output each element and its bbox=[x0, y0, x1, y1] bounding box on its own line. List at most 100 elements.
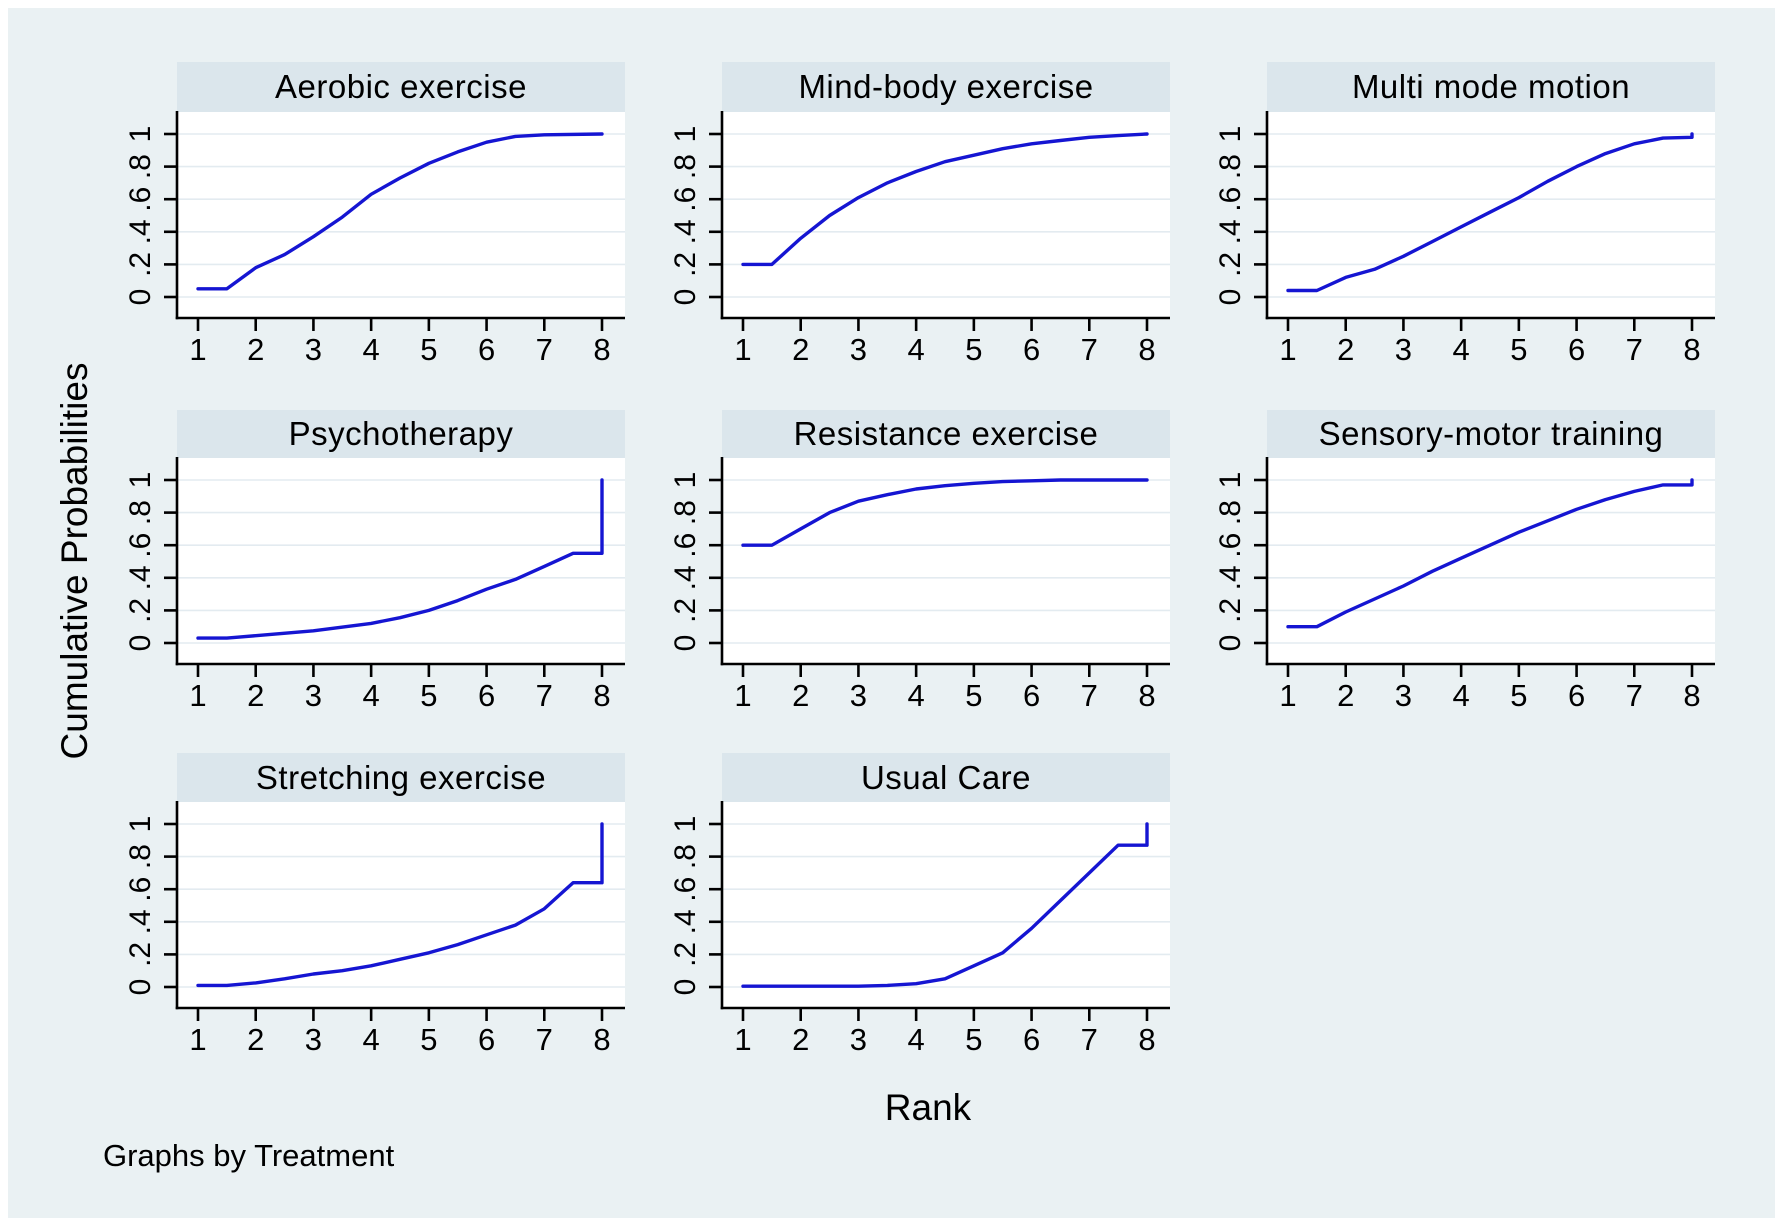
svg-text:7: 7 bbox=[1081, 332, 1098, 367]
plot-region bbox=[1267, 112, 1715, 318]
svg-text:1: 1 bbox=[124, 816, 157, 833]
svg-text:5: 5 bbox=[1510, 332, 1527, 367]
series-line-mind-body-exercise bbox=[741, 132, 1149, 267]
svg-text:1: 1 bbox=[734, 332, 751, 367]
svg-text:7: 7 bbox=[536, 678, 553, 713]
series-line-aerobic-exercise bbox=[196, 132, 604, 291]
panel-title-multi-mode-motion: Multi mode motion bbox=[1267, 62, 1715, 112]
svg-text:2: 2 bbox=[247, 678, 264, 713]
x-tick-labels: 1 2 3 4 5 6 7 8 bbox=[734, 1008, 1156, 1057]
panel-plot-psychotherapy: 0 .2 .4 .6 .8 1 1 2 3 4 5 6 7 8 bbox=[124, 457, 625, 713]
svg-text:0: 0 bbox=[669, 979, 702, 996]
svg-text:.2: .2 bbox=[124, 598, 157, 623]
svg-text:5: 5 bbox=[965, 1022, 982, 1057]
svg-text:7: 7 bbox=[1626, 332, 1643, 367]
plot-region bbox=[177, 458, 625, 664]
axes bbox=[175, 801, 625, 1010]
x-tick-labels: 1 2 3 4 5 6 7 8 bbox=[734, 664, 1156, 713]
panel-plot-mind-body-exercise: 0 .2 .4 .6 .8 1 1 2 3 4 5 6 7 8 bbox=[669, 111, 1170, 367]
svg-text:4: 4 bbox=[908, 678, 925, 713]
y-tick-labels: 0 .2 .4 .6 .8 1 bbox=[669, 126, 722, 305]
panel-title-sensory-motor-training: Sensory-motor training bbox=[1267, 410, 1715, 458]
svg-text:1: 1 bbox=[669, 126, 702, 143]
svg-text:5: 5 bbox=[420, 1022, 437, 1057]
svg-text:2: 2 bbox=[247, 1022, 264, 1057]
svg-text:.2: .2 bbox=[124, 942, 157, 967]
svg-text:1: 1 bbox=[189, 1022, 206, 1057]
svg-text:1: 1 bbox=[1279, 678, 1296, 713]
svg-text:1: 1 bbox=[189, 332, 206, 367]
svg-text:.8: .8 bbox=[124, 154, 157, 179]
svg-text:2: 2 bbox=[247, 332, 264, 367]
svg-text:3: 3 bbox=[850, 332, 867, 367]
svg-text:0: 0 bbox=[1214, 635, 1247, 652]
svg-text:.4: .4 bbox=[1214, 565, 1247, 590]
svg-text:1: 1 bbox=[124, 472, 157, 489]
svg-text:0: 0 bbox=[124, 635, 157, 652]
svg-text:.4: .4 bbox=[669, 219, 702, 244]
svg-text:7: 7 bbox=[536, 1022, 553, 1057]
svg-text:1: 1 bbox=[189, 678, 206, 713]
svg-text:4: 4 bbox=[1453, 332, 1470, 367]
svg-text:3: 3 bbox=[1395, 678, 1412, 713]
x-tick-labels: 1 2 3 4 5 6 7 8 bbox=[189, 1008, 611, 1057]
svg-text:.8: .8 bbox=[124, 844, 157, 869]
x-tick-labels: 1 2 3 4 5 6 7 8 bbox=[189, 664, 611, 713]
gridlines bbox=[722, 133, 1170, 298]
svg-text:8: 8 bbox=[1683, 332, 1700, 367]
svg-text:8: 8 bbox=[593, 1022, 610, 1057]
svg-text:0: 0 bbox=[124, 289, 157, 306]
svg-text:.8: .8 bbox=[669, 500, 702, 525]
svg-text:4: 4 bbox=[1453, 678, 1470, 713]
svg-text:8: 8 bbox=[593, 332, 610, 367]
x-tick-labels: 1 2 3 4 5 6 7 8 bbox=[1279, 664, 1701, 713]
panel-plot-stretching-exercise: 0 .2 .4 .6 .8 1 1 2 3 4 5 6 7 8 bbox=[124, 801, 625, 1057]
svg-text:3: 3 bbox=[305, 1022, 322, 1057]
svg-text:2: 2 bbox=[792, 678, 809, 713]
svg-text:2: 2 bbox=[792, 332, 809, 367]
svg-text:.6: .6 bbox=[669, 533, 702, 558]
svg-text:.2: .2 bbox=[1214, 252, 1247, 277]
svg-text:6: 6 bbox=[478, 678, 495, 713]
panel-plot-aerobic-exercise: 0 .2 .4 .6 .8 1 1 2 3 4 5 6 7 8 bbox=[124, 111, 625, 367]
svg-text:5: 5 bbox=[965, 678, 982, 713]
panel-title-mind-body-exercise: Mind-body exercise bbox=[722, 62, 1170, 112]
svg-text:3: 3 bbox=[305, 332, 322, 367]
axes bbox=[175, 111, 625, 320]
svg-text:.8: .8 bbox=[124, 500, 157, 525]
svg-text:.2: .2 bbox=[669, 942, 702, 967]
x-tick-labels: 1 2 3 4 5 6 7 8 bbox=[1279, 318, 1701, 367]
svg-text:.6: .6 bbox=[669, 877, 702, 902]
series-line-usual-care bbox=[741, 822, 1149, 988]
plot-region bbox=[722, 458, 1170, 664]
svg-text:.4: .4 bbox=[669, 565, 702, 590]
y-tick-labels: 0 .2 .4 .6 .8 1 bbox=[669, 472, 722, 652]
svg-text:4: 4 bbox=[363, 678, 380, 713]
svg-text:1: 1 bbox=[1279, 332, 1296, 367]
svg-text:1: 1 bbox=[734, 678, 751, 713]
svg-text:4: 4 bbox=[363, 332, 380, 367]
panel-plot-multi-mode-motion: 0 .2 .4 .6 .8 1 1 2 3 4 5 6 7 8 bbox=[1214, 111, 1715, 367]
svg-text:1: 1 bbox=[669, 472, 702, 489]
panel-plot-resistance-exercise: 0 .2 .4 .6 .8 1 1 2 3 4 5 6 7 8 bbox=[669, 457, 1170, 713]
svg-text:.4: .4 bbox=[124, 909, 157, 934]
plot-region bbox=[177, 802, 625, 1008]
svg-text:.2: .2 bbox=[669, 252, 702, 277]
gridlines bbox=[177, 823, 625, 988]
svg-text:.4: .4 bbox=[669, 909, 702, 934]
svg-text:.4: .4 bbox=[124, 219, 157, 244]
svg-text:8: 8 bbox=[593, 678, 610, 713]
svg-text:7: 7 bbox=[1081, 678, 1098, 713]
plot-region bbox=[177, 112, 625, 318]
svg-text:4: 4 bbox=[908, 332, 925, 367]
plot-region bbox=[1267, 458, 1715, 664]
svg-text:3: 3 bbox=[850, 1022, 867, 1057]
svg-text:1: 1 bbox=[1214, 472, 1247, 489]
panel-plot-usual-care: 0 .2 .4 .6 .8 1 1 2 3 4 5 6 7 8 bbox=[669, 801, 1170, 1057]
axes bbox=[720, 111, 1170, 320]
svg-text:0: 0 bbox=[669, 635, 702, 652]
y-tick-labels: 0 .2 .4 .6 .8 1 bbox=[1214, 126, 1267, 305]
svg-text:3: 3 bbox=[305, 678, 322, 713]
svg-text:.6: .6 bbox=[124, 187, 157, 212]
y-tick-labels: 0 .2 .4 .6 .8 1 bbox=[124, 126, 177, 306]
